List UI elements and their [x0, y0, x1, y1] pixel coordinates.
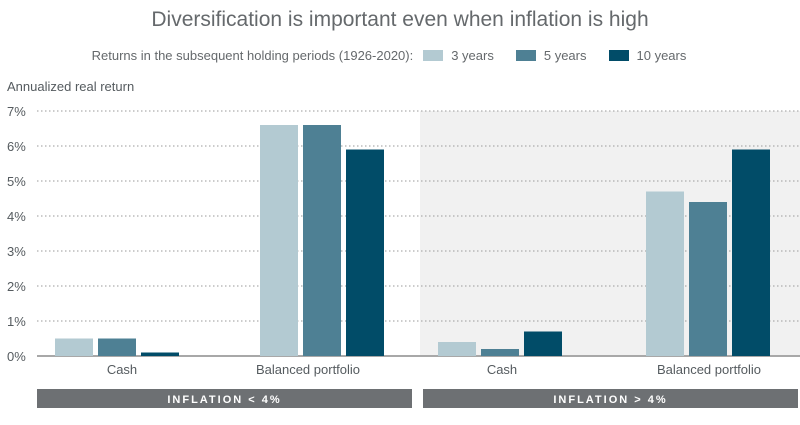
y-tick-label: 0%: [7, 349, 26, 364]
legend-swatch-5-years: [515, 50, 536, 61]
y-tick-label: 4%: [7, 209, 26, 224]
legend-label-10-years: 10 years: [636, 48, 687, 63]
bar-10-years-cash: [524, 331, 562, 356]
legend-item-10-years: 10 years: [608, 48, 687, 63]
y-tick-label: 6%: [7, 139, 26, 154]
y-tick-label: 3%: [7, 244, 26, 259]
y-tick-label: 2%: [7, 279, 26, 294]
y-tick-label: 5%: [7, 174, 26, 189]
y-axis-label: Annualized real return: [7, 79, 135, 94]
bar-3-years-cash: [55, 338, 93, 356]
legend: Returns in the subsequent holding period…: [0, 48, 800, 63]
legend-item-3-years: 3 years: [423, 48, 494, 63]
x-category-label: Cash: [487, 362, 517, 377]
y-tick-label: 7%: [7, 104, 26, 119]
bar-3-years-cash: [438, 342, 476, 356]
legend-label-5-years: 5 years: [543, 48, 587, 63]
bar-5-years-balanced-portfolio: [303, 125, 341, 356]
legend-lead: Returns in the subsequent holding period…: [91, 48, 414, 63]
panel-label: INFLATION > 4%: [553, 394, 667, 406]
x-category-label: Balanced portfolio: [657, 362, 761, 377]
x-category-label: Cash: [107, 362, 137, 377]
bar-10-years-balanced-portfolio: [732, 149, 770, 356]
panel-label-bar: [37, 389, 412, 408]
legend-swatch-3-years: [423, 50, 444, 61]
bar-5-years-cash: [98, 338, 136, 356]
y-tick-label: 1%: [7, 314, 26, 329]
bar-3-years-balanced-portfolio: [646, 191, 684, 356]
bar-5-years-cash: [481, 349, 519, 356]
legend-swatch-10-years: [608, 50, 629, 61]
legend-item-5-years: 5 years: [515, 48, 587, 63]
bar-5-years-balanced-portfolio: [689, 202, 727, 356]
bar-10-years-balanced-portfolio: [346, 149, 384, 356]
bar-10-years-cash: [141, 352, 179, 356]
panel-label-bar: [423, 389, 798, 408]
bar-3-years-balanced-portfolio: [260, 125, 298, 356]
panel-label: INFLATION < 4%: [167, 394, 281, 406]
chart-title: Diversification is important even when i…: [151, 8, 649, 31]
x-category-label: Balanced portfolio: [256, 362, 360, 377]
legend-label-3-years: 3 years: [451, 48, 494, 63]
